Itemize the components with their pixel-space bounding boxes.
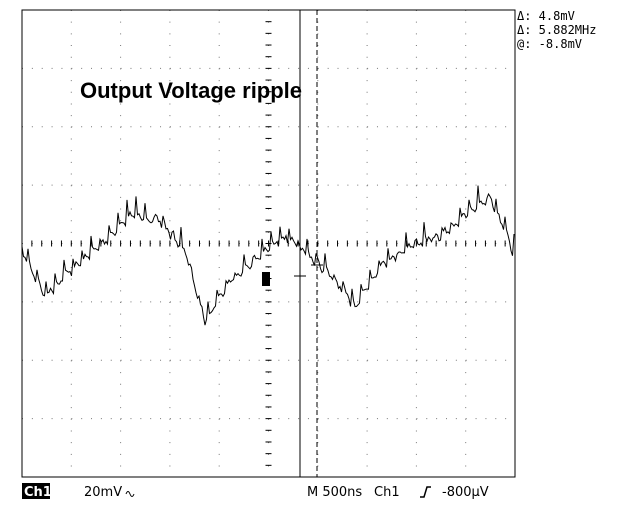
cursor-marker <box>294 270 306 282</box>
trigger-edge-icon <box>420 486 431 498</box>
readout: Δ: 5.882MHz <box>517 23 596 37</box>
readout: Δ: 4.8mV <box>517 9 575 23</box>
graticule <box>21 9 516 478</box>
scale-label: 20mV <box>84 485 122 500</box>
ground-marker <box>262 272 270 286</box>
waveform <box>21 185 515 326</box>
coupling-icon <box>125 491 135 497</box>
channel-badge <box>22 483 50 499</box>
title: Output Voltage ripple <box>80 78 302 103</box>
screen-border <box>21 9 516 478</box>
trigger-level: -800µV <box>442 485 489 500</box>
channel-label: Ch1 <box>24 485 52 500</box>
readout: @: -8.8mV <box>517 37 582 51</box>
timebase-label: M 500ns <box>307 485 362 500</box>
trigger-source: Ch1 <box>374 485 400 500</box>
